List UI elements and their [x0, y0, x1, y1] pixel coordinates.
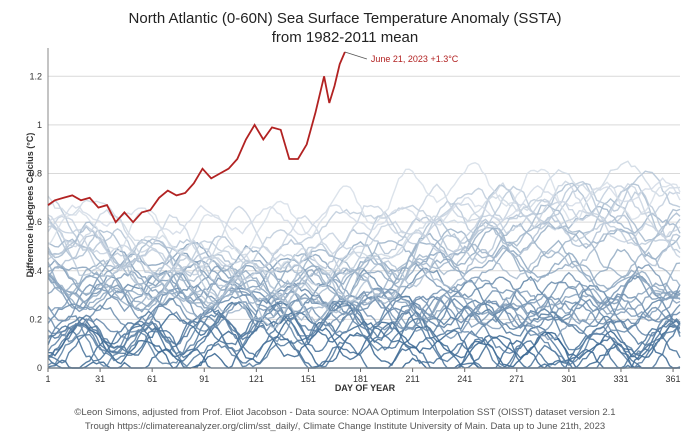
y-tick-label: 0.2: [29, 314, 42, 324]
chart-title-line1: North Atlantic (0-60N) Sea Surface Tempe…: [128, 10, 562, 27]
x-tick-label: 181: [353, 374, 368, 384]
background-series-line: [47, 212, 681, 300]
y-tick-label: 1: [37, 120, 42, 130]
x-tick-label: 1: [45, 374, 50, 384]
x-tick-label: 331: [613, 374, 628, 384]
background-series-line: [47, 296, 681, 367]
x-tick-label: 241: [457, 374, 472, 384]
series-2023-line: [47, 51, 346, 224]
x-tick-label: 301: [561, 374, 576, 384]
background-series-line: [47, 267, 681, 343]
background-series-line: [47, 248, 681, 333]
annotation-label: June 21, 2023 +1.3°C: [371, 54, 459, 64]
background-series-line: [47, 227, 681, 304]
y-tick-label: 0.6: [29, 217, 42, 227]
background-series-line: [47, 187, 681, 278]
background-series-line: [47, 184, 681, 289]
background-series-line: [47, 315, 681, 369]
x-axis-label: DAY OF YEAR: [334, 383, 396, 393]
background-series-line: [47, 241, 681, 320]
background-series-line: [47, 180, 681, 261]
background-series-line: [47, 160, 681, 275]
background-series-line: [47, 282, 681, 342]
y-tick-label: 1.2: [29, 71, 42, 81]
background-series-line: [47, 162, 681, 255]
y-tick-label: 0: [37, 363, 42, 373]
background-series-line: [47, 299, 681, 366]
x-tick-label: 121: [249, 374, 264, 384]
annotation-leader: [344, 51, 368, 60]
background-series-line: [47, 274, 681, 343]
y-tick-label: 0.8: [29, 169, 42, 179]
x-tick-label: 271: [509, 374, 524, 384]
background-series-line: [47, 201, 681, 281]
credit-line1: ©Leon Simons, adjusted from Prof. Eliot …: [74, 407, 616, 418]
y-tick-label: 0.4: [29, 266, 42, 276]
x-tick-label: 31: [95, 374, 105, 384]
background-series-line: [47, 275, 681, 367]
y-axis-label: Difference in degrees Celcius (°C): [25, 132, 35, 278]
background-series-line: [47, 259, 681, 341]
background-series-line: [47, 308, 681, 369]
background-series-line: [47, 180, 681, 301]
background-series-line: [47, 248, 681, 308]
x-tick-label: 91: [199, 374, 209, 384]
annotation-group: June 21, 2023 +1.3°C: [344, 51, 459, 64]
x-tick-label: 361: [666, 374, 681, 384]
x-tick-label: 211: [405, 374, 419, 384]
credit-line2: Trough https://climatereanalyzer.org/cli…: [84, 421, 606, 432]
background-series-line: [47, 222, 681, 305]
x-tick-label: 151: [301, 374, 316, 384]
axes: 0 0.2 0.4 0.6 0.8 1 1.2 1 31 61 91 121 151 181 211 241 2…: [29, 48, 681, 384]
chart-title-line2: from 1982-2011 mean: [271, 29, 419, 46]
background-series-line: [47, 177, 681, 236]
highlight-series-2023: [47, 51, 346, 224]
x-tick-label: 61: [147, 374, 157, 384]
background-series: [47, 160, 681, 369]
